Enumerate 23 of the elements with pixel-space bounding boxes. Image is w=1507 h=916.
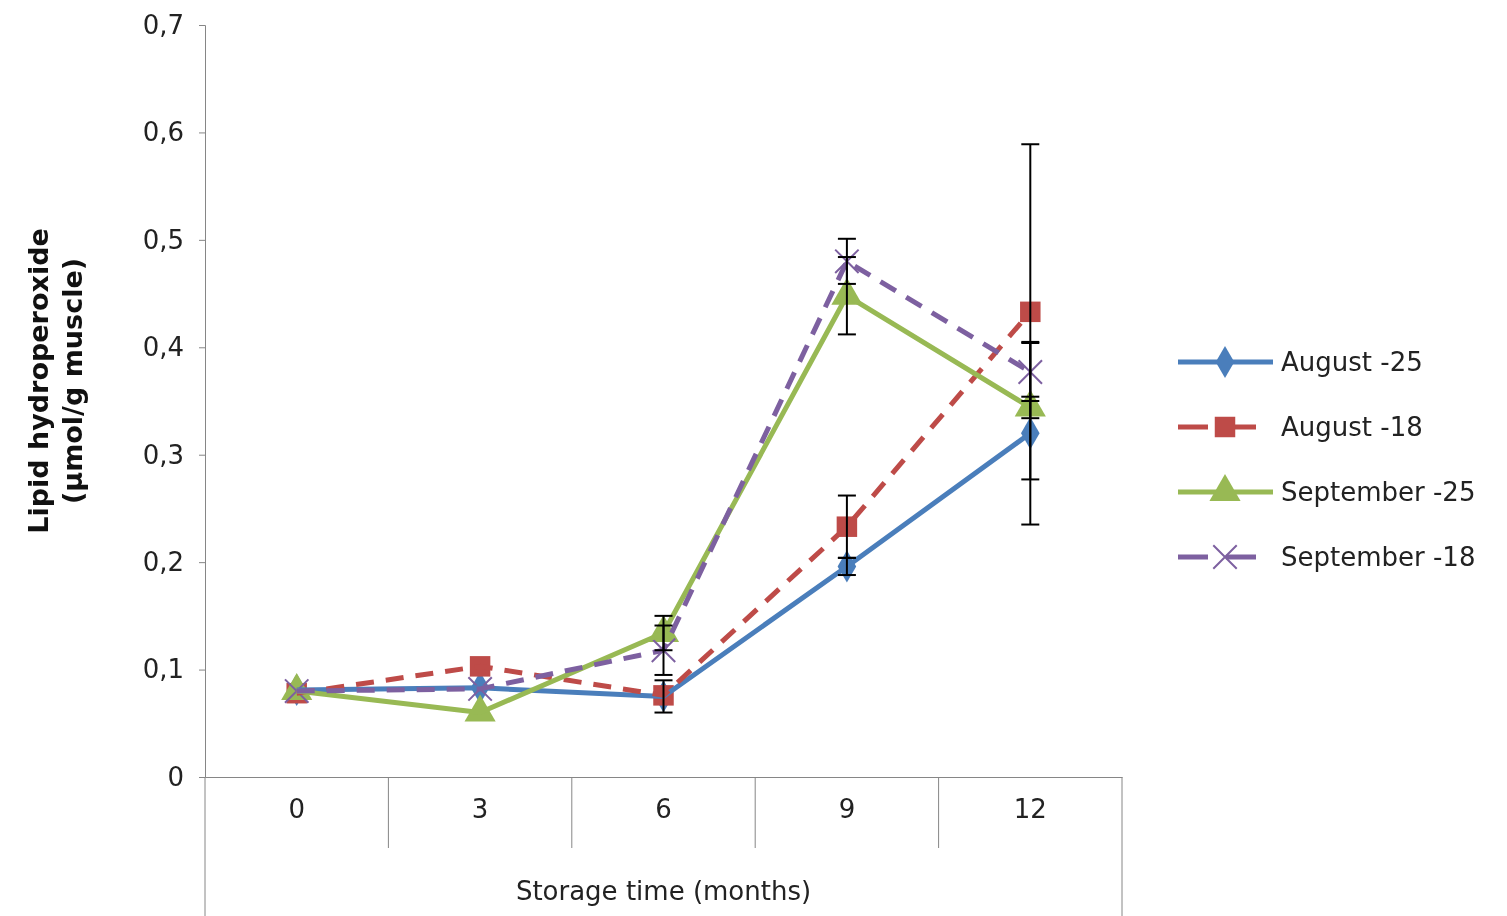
x-tick-label: 12 <box>1013 794 1047 824</box>
point <box>834 248 860 275</box>
point <box>650 637 677 663</box>
x-tick-label: 6 <box>655 794 672 824</box>
point <box>1017 359 1044 385</box>
legend-label: August -18 <box>1281 412 1423 442</box>
y-tick-label: 0,5 <box>142 224 184 255</box>
x-tick-label: 3 <box>471 794 489 824</box>
y-tick-label: 0,2 <box>142 546 184 577</box>
y-tick-label: 0 <box>167 761 184 792</box>
x-tick-label: 9 <box>838 794 856 824</box>
y-tick-label: 0,1 <box>142 654 184 685</box>
point <box>467 676 493 702</box>
y-tick-label: 0,7 <box>142 9 184 40</box>
x-axis-title: Storage time (months) <box>515 876 812 906</box>
legend-label: September -25 <box>1281 477 1476 507</box>
legend-label: September -18 <box>1281 542 1476 572</box>
y-axis-title: Lipid hydroperoxide (µmol/g muscle) <box>23 228 88 534</box>
y-tick-label: 0,6 <box>142 117 184 148</box>
y-tick-label: 0,4 <box>142 332 184 363</box>
x-tick-label: 0 <box>288 794 305 824</box>
legend-label: August -25 <box>1281 347 1423 377</box>
y-tick-label: 0,3 <box>142 439 184 470</box>
